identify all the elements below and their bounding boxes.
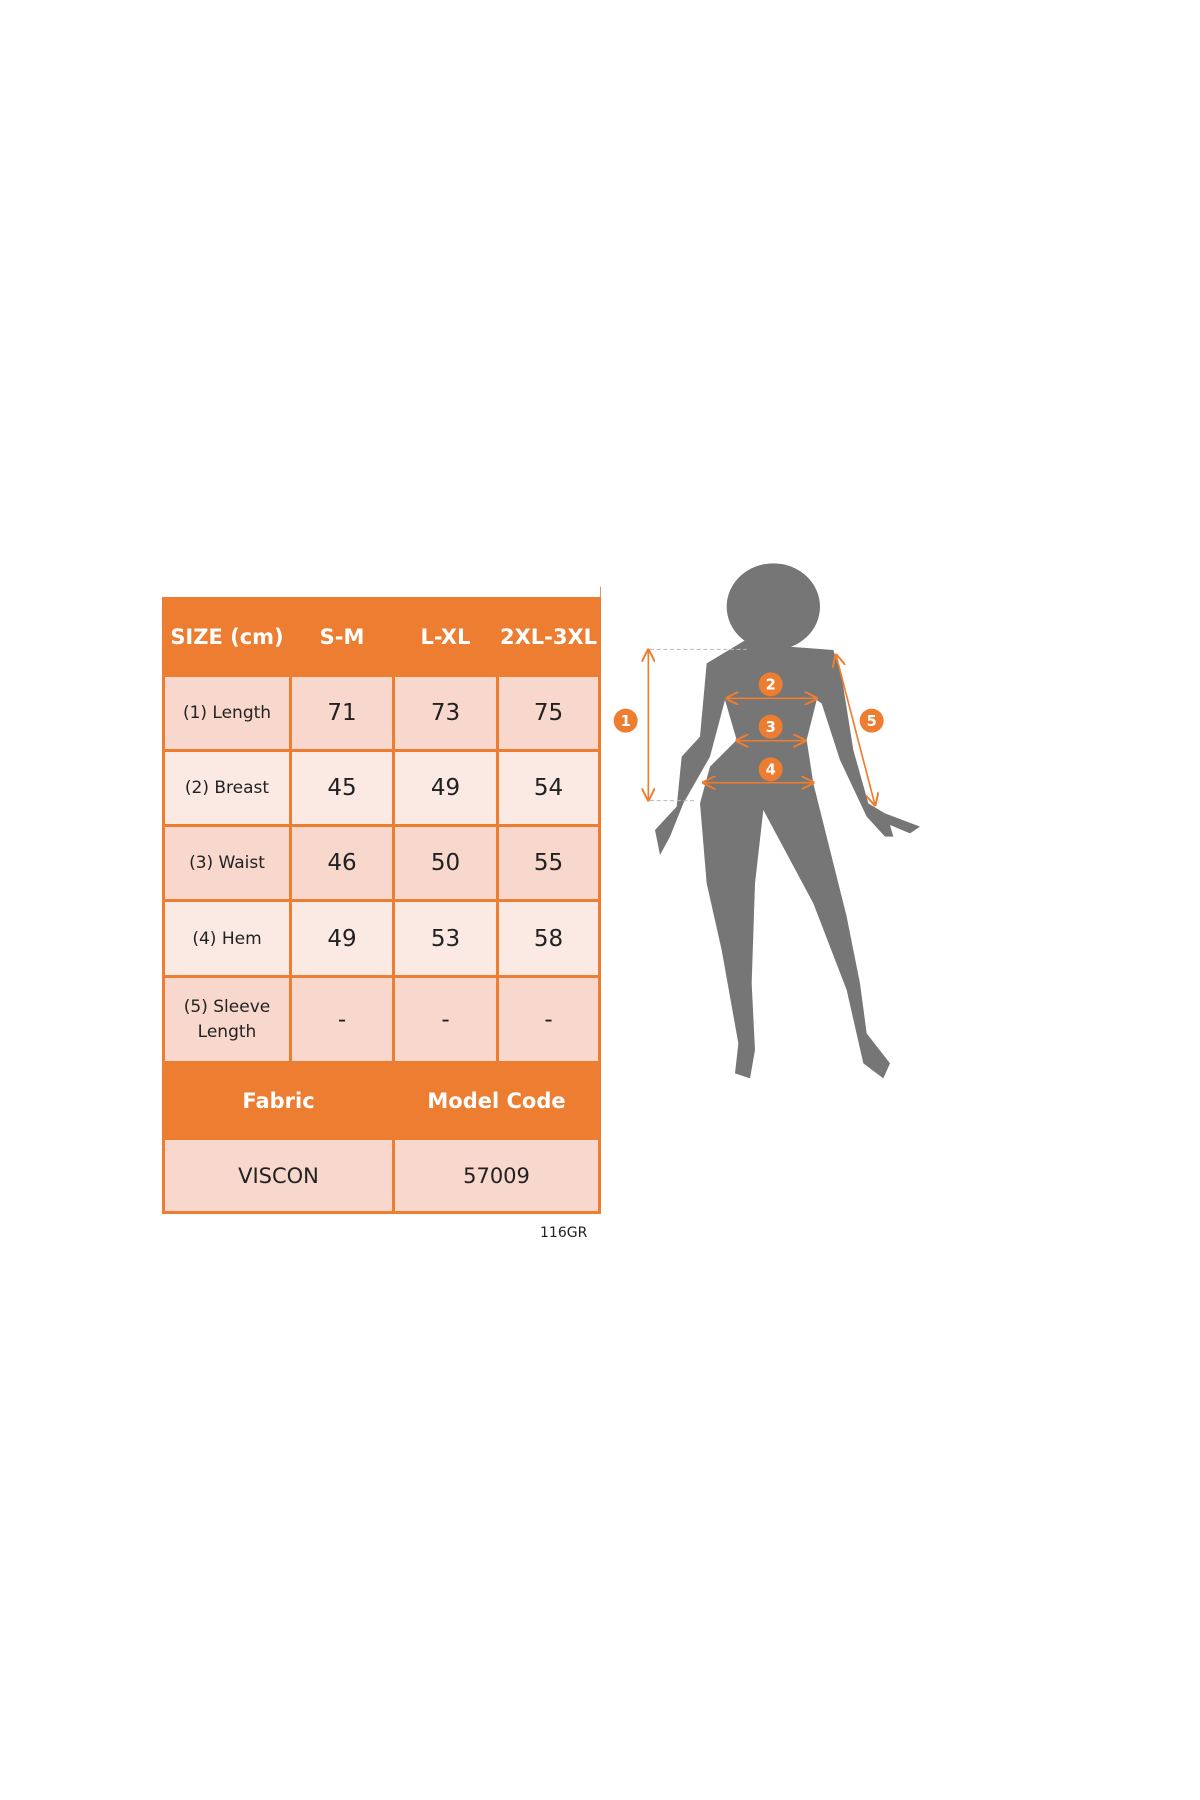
header-size: SIZE (cm) xyxy=(162,597,292,677)
marker-2 xyxy=(758,672,783,697)
info-row: VISCON 57009 xyxy=(162,1137,601,1214)
woman-silhouette xyxy=(655,563,920,1079)
cell: 54 xyxy=(496,749,601,827)
cell: 49 xyxy=(392,749,499,827)
product-code: 116GR xyxy=(540,1225,588,1241)
fabric-value: VISCON xyxy=(162,1137,395,1214)
table-row: (1) Length 71 73 75 xyxy=(162,674,601,752)
cell: 45 xyxy=(289,749,395,827)
cell: - xyxy=(392,975,499,1064)
cell: 50 xyxy=(392,824,499,902)
row-label: (5) Sleeve Length xyxy=(162,975,292,1064)
sleeve-arrow xyxy=(836,655,875,805)
table-row: (3) Waist 46 50 55 xyxy=(162,824,601,902)
cell: 71 xyxy=(289,674,395,752)
cell: 75 xyxy=(496,674,601,752)
cell: 49 xyxy=(289,899,395,978)
header-2xl-3xl: 2XL-3XL xyxy=(496,597,601,677)
row-label: (3) Waist xyxy=(162,824,292,902)
marker-4-label: 4 xyxy=(766,762,776,779)
marker-3 xyxy=(758,714,783,739)
info-header-row: Fabric Model Code xyxy=(162,1061,601,1140)
marker-1-label: 1 xyxy=(621,713,631,730)
row-label: (1) Length xyxy=(162,674,292,752)
size-chart-table: SIZE (cm) S-M L-XL 2XL-3XL (1) Length 71… xyxy=(162,597,601,1214)
marker-1 xyxy=(613,708,638,733)
table-row: (2) Breast 45 49 54 xyxy=(162,749,601,827)
header-l-xl: L-XL xyxy=(392,597,499,677)
cell: 58 xyxy=(496,899,601,978)
marker-5-label: 5 xyxy=(867,713,877,730)
marker-3-label: 3 xyxy=(766,719,776,736)
marker-4 xyxy=(758,757,783,782)
table-row: (5) Sleeve Length - - - xyxy=(162,975,601,1064)
cell: 53 xyxy=(392,899,499,978)
cell: 55 xyxy=(496,824,601,902)
cell: - xyxy=(496,975,601,1064)
header-s-m: S-M xyxy=(289,597,395,677)
cell: 46 xyxy=(289,824,395,902)
table-row: (4) Hem 49 53 58 xyxy=(162,899,601,978)
header-row: SIZE (cm) S-M L-XL 2XL-3XL xyxy=(162,597,601,677)
row-label: (4) Hem xyxy=(162,899,292,978)
model-code-value: 57009 xyxy=(392,1137,601,1214)
cell: 73 xyxy=(392,674,499,752)
row-label: (2) Breast xyxy=(162,749,292,827)
cell: - xyxy=(289,975,395,1064)
header-fabric: Fabric xyxy=(162,1061,395,1140)
body-measurement-figure: 1 2 3 4 5 xyxy=(600,563,920,1079)
marker-5 xyxy=(859,708,884,733)
header-model-code: Model Code xyxy=(392,1061,601,1140)
marker-2-label: 2 xyxy=(766,677,776,694)
